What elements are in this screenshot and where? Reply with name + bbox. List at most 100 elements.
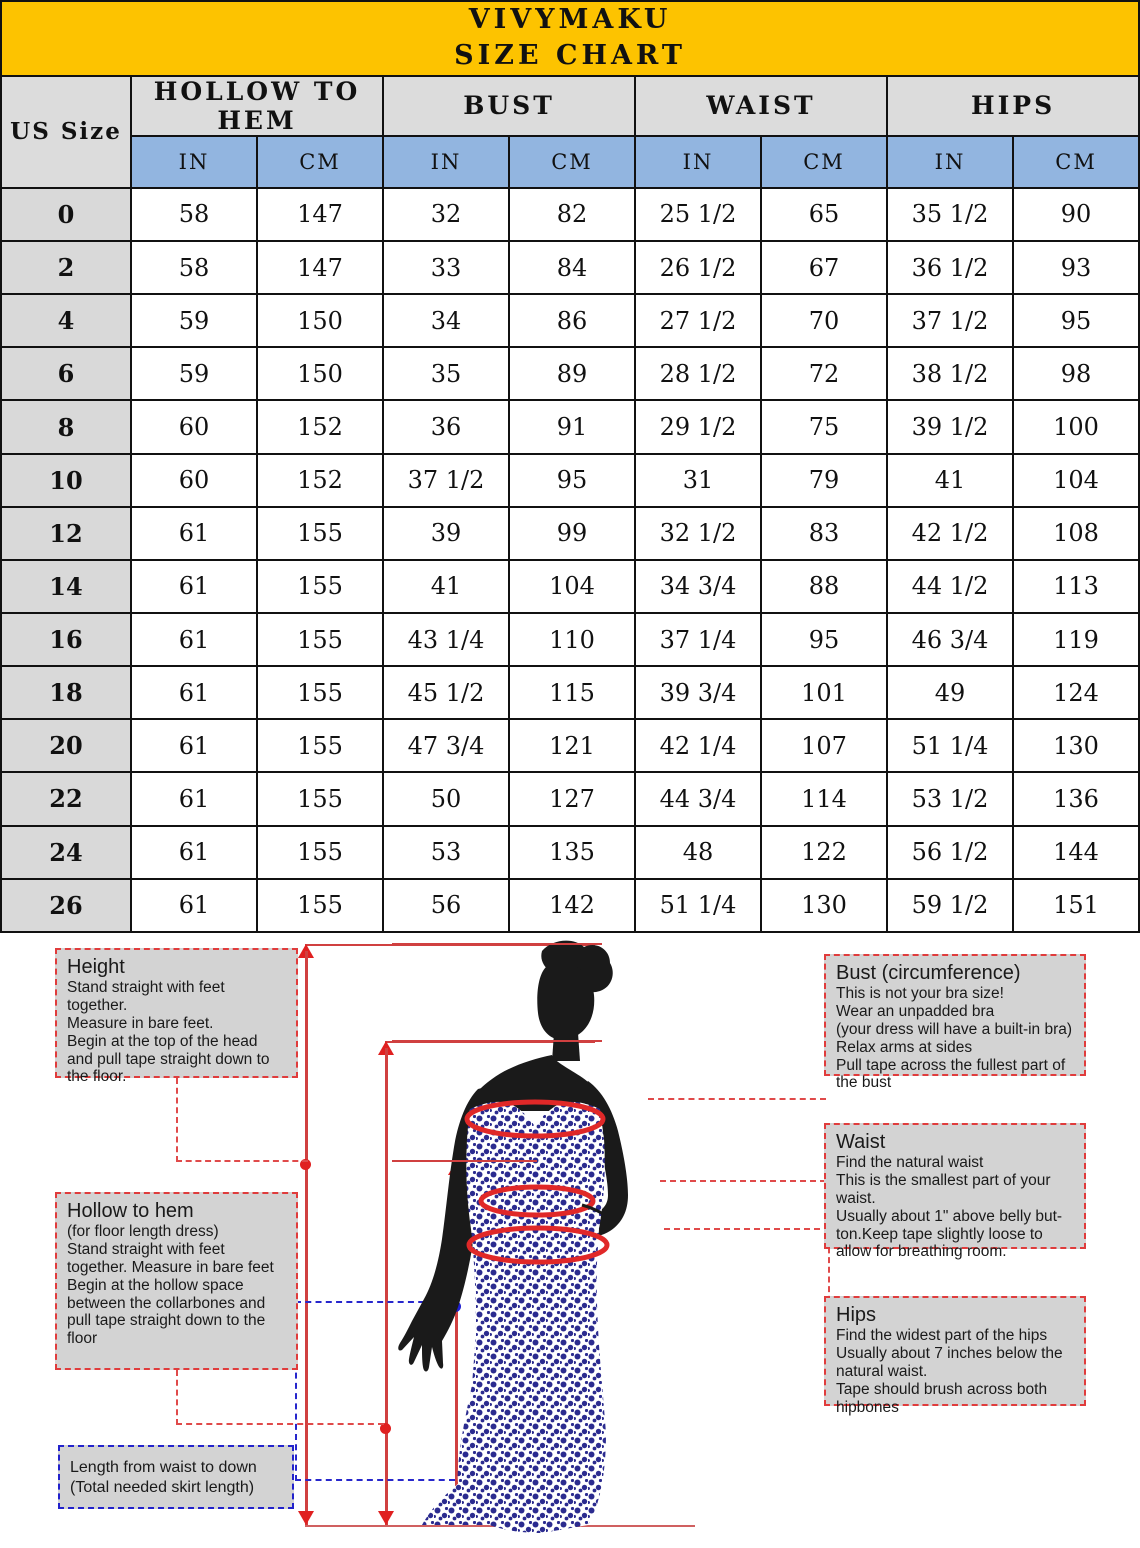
cell-value: 44 1/2 [886,558,1014,615]
table-row: 2 58 147 33 84 26 1/2 67 36 1/2 93 [0,240,1140,296]
cell-value: 144 [1011,824,1140,880]
cell-value: 39 [382,505,510,561]
unit-header-hips-in: IN [886,134,1014,189]
table-row: 0 58 147 32 82 25 1/2 65 35 1/2 90 [0,186,1140,243]
cell-value: 95 [508,452,636,508]
cell-value: 155 [256,877,384,934]
cell-value: 152 [256,452,384,508]
chart-title: VIVYMAKU SIZE CHART [0,0,1140,77]
cell-value: 41 [886,452,1014,508]
table-row: 12 61 155 39 99 32 1/2 83 42 1/2 108 [0,505,1140,561]
cell-value: 32 [382,186,510,243]
cell-value: 58 [130,186,258,243]
cell-value: 93 [1011,240,1140,296]
cell-us-size: 4 [0,293,132,349]
cell-value: 61 [130,771,258,827]
cell-value: 49 [886,665,1014,721]
dress-floral-texture [457,1101,606,1533]
cell-value: 155 [256,611,384,668]
unit-header-waist-cm: CM [760,134,888,189]
size-chart-table: VIVYMAKU SIZE CHART US Size HOLLOW TO HE… [0,0,1140,934]
cell-value: 46 3/4 [886,611,1014,668]
cell-value: 35 [382,346,510,402]
cell-value: 59 1/2 [886,877,1014,934]
column-group-hips: HIPS [885,74,1140,137]
hips-tape [466,1225,610,1265]
cell-value: 147 [256,186,384,243]
cell-value: 37 1/2 [382,452,510,508]
table-row: 16 61 155 43 1/4 110 37 1/4 95 46 3/4 119 [0,611,1140,668]
cell-value: 142 [508,877,636,934]
table-row: 22 61 155 50 127 44 3/4 114 53 1/2 136 [0,771,1140,827]
tape-tail [581,1203,614,1223]
height-arrow-bottom [298,1511,314,1525]
cell-us-size: 16 [0,611,132,668]
table-body: 0 58 147 32 82 25 1/2 65 35 1/2 90 2 58 147 33 84 26 1… [0,186,1140,934]
unit-header-hollow-cm: CM [256,134,384,189]
cell-us-size: 24 [0,824,132,880]
cell-value: 50 [382,771,510,827]
cell-value: 98 [1011,346,1140,402]
unit-header-hips-cm: CM [1011,134,1140,189]
height-midpoint-dot [300,1159,311,1170]
cell-value: 45 1/2 [382,665,510,721]
note-hollow-to-hem: Hollow to hem (for floor length dress) S… [55,1192,298,1370]
cell-value: 31 [634,452,762,508]
cell-value: 28 1/2 [634,346,762,402]
cell-value: 147 [256,240,384,296]
note-height-heading: Height [67,956,125,978]
cell-value: 104 [508,558,636,615]
table-row: 26 61 155 56 142 51 1/4 130 59 1/2 151 [0,877,1140,934]
cell-value: 37 1/4 [634,611,762,668]
waist-tape [478,1184,596,1218]
group-header-row: US Size HOLLOW TO HEM BUST WAIST HIPS [0,74,1140,189]
cell-value: 60 [130,452,258,508]
cell-value: 155 [256,824,384,880]
hollow-arrow-bottom [378,1511,394,1525]
cell-value: 82 [508,186,636,243]
cell-value: 114 [760,771,888,827]
cell-value: 61 [130,718,258,774]
female-figure-illustration [392,933,722,1548]
cell-value: 61 [130,665,258,721]
note-height-body: Stand straight with feet together. Measu… [67,979,270,1086]
cell-value: 150 [256,346,384,402]
note-waist-body: Find the natural waist This is the small… [836,1154,1063,1261]
cell-value: 36 [382,399,510,455]
cell-value: 56 1/2 [886,824,1014,880]
cell-value: 53 1/2 [886,771,1014,827]
table-row: 10 60 152 37 1/2 95 31 79 41 104 [0,452,1140,508]
cell-value: 35 1/2 [886,186,1014,243]
title-row: VIVYMAKU SIZE CHART [0,0,1140,77]
hollow-note-leader [176,1370,384,1425]
cell-value: 44 3/4 [634,771,762,827]
note-waist: Waist Find the natural waist This is the… [824,1123,1086,1260]
cell-value: 72 [760,346,888,402]
cell-us-size: 10 [0,452,132,508]
cell-value: 124 [1011,665,1140,721]
cell-value: 51 1/4 [634,877,762,934]
cell-value: 53 [382,824,510,880]
cell-value: 75 [760,399,888,455]
table-row: 24 61 155 53 135 48 122 56 1/2 144 [0,824,1140,880]
cell-value: 107 [760,718,888,774]
cell-value: 67 [760,240,888,296]
cell-value: 127 [508,771,636,827]
cell-value: 42 1/2 [886,505,1014,561]
cell-value: 26 1/2 [634,240,762,296]
column-group-waist: WAIST [634,74,888,137]
cell-value: 110 [508,611,636,668]
table-row: 20 61 155 47 3/4 121 42 1/4 107 51 1/4 130 [0,718,1140,774]
skirt-dimension-line [455,1168,458,1525]
hollow-dimension-line [385,1048,388,1525]
measurement-diagram: Height Stand straight with feet together… [0,933,1140,1548]
bust-note-leader [648,1098,826,1100]
cell-value: 115 [508,665,636,721]
cell-value: 61 [130,505,258,561]
chart-subtitle: SIZE CHART [454,40,686,72]
cell-value: 42 1/4 [634,718,762,774]
cell-value: 86 [508,293,636,349]
waist-note-leader [660,1180,826,1182]
note-hips-heading: Hips [836,1304,877,1326]
cell-value: 100 [1011,399,1140,455]
